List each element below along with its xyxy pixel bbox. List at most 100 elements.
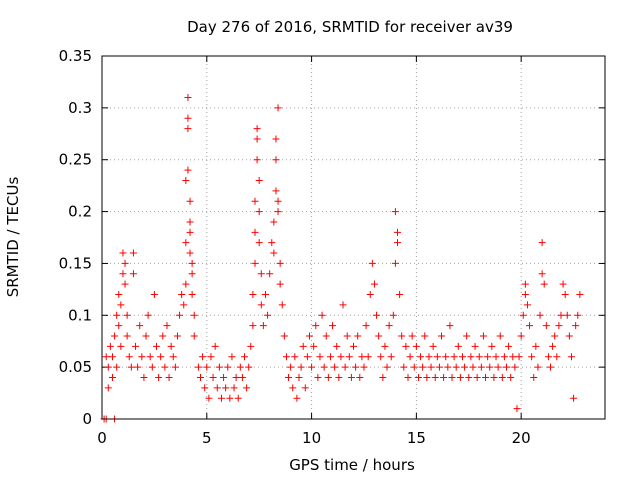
data-point xyxy=(404,374,412,382)
data-point xyxy=(523,301,531,309)
data-point xyxy=(199,353,207,361)
data-point xyxy=(419,363,427,371)
data-point xyxy=(490,374,498,382)
data-point xyxy=(152,342,160,350)
data-point xyxy=(228,353,236,361)
data-point xyxy=(538,239,546,247)
data-point xyxy=(335,374,343,382)
data-point xyxy=(502,363,510,371)
grid-lines xyxy=(102,56,605,419)
data-point xyxy=(385,322,393,330)
data-point xyxy=(471,342,479,350)
data-point xyxy=(251,197,259,205)
data-point xyxy=(368,259,376,267)
data-point xyxy=(387,353,395,361)
data-point xyxy=(538,270,546,278)
data-point xyxy=(517,332,525,340)
data-point xyxy=(322,332,330,340)
data-point xyxy=(236,363,244,371)
data-point xyxy=(337,353,345,361)
data-point xyxy=(144,311,152,319)
data-point xyxy=(161,363,169,371)
data-point xyxy=(276,259,284,267)
data-point xyxy=(414,374,422,382)
data-point xyxy=(245,363,253,371)
data-point xyxy=(186,249,194,257)
data-point xyxy=(176,311,184,319)
data-point xyxy=(312,322,320,330)
data-point xyxy=(572,322,580,330)
data-point xyxy=(482,374,490,382)
data-point xyxy=(232,374,240,382)
data-point xyxy=(190,332,198,340)
data-point xyxy=(297,363,305,371)
data-point xyxy=(203,363,211,371)
data-point xyxy=(454,342,462,350)
data-point xyxy=(121,259,129,267)
data-point xyxy=(461,363,469,371)
data-point xyxy=(274,208,282,216)
data-point xyxy=(115,291,123,299)
data-point xyxy=(165,374,173,382)
data-point xyxy=(417,353,425,361)
data-point xyxy=(270,249,278,257)
data-point xyxy=(498,374,506,382)
data-point xyxy=(326,353,334,361)
data-point xyxy=(129,270,137,278)
data-point xyxy=(513,405,521,413)
x-tick-label: 5 xyxy=(202,429,212,447)
data-point xyxy=(117,301,125,309)
data-point xyxy=(272,135,280,143)
data-point xyxy=(356,374,364,382)
data-point xyxy=(440,374,448,382)
data-point xyxy=(333,342,341,350)
x-tick-labels: 0 5 10 15 20 xyxy=(97,429,530,447)
data-point xyxy=(318,311,326,319)
data-point xyxy=(557,311,565,319)
data-point xyxy=(574,311,582,319)
data-point xyxy=(507,374,515,382)
y-tick-label: 0.05 xyxy=(59,358,92,376)
data-point xyxy=(215,363,223,371)
data-point xyxy=(433,353,441,361)
chart-title: Day 276 of 2016, SRMTID for receiver av3… xyxy=(187,18,513,36)
data-point xyxy=(211,342,219,350)
x-axis-label: GPS time / hours xyxy=(289,456,415,474)
data-point xyxy=(111,332,119,340)
data-point xyxy=(398,332,406,340)
data-point xyxy=(444,363,452,371)
data-point xyxy=(320,363,328,371)
data-point xyxy=(465,374,473,382)
data-point xyxy=(207,353,215,361)
data-point xyxy=(567,353,575,361)
data-point xyxy=(184,125,192,133)
data-point xyxy=(293,394,301,402)
data-point xyxy=(362,322,370,330)
data-point xyxy=(391,208,399,216)
data-point xyxy=(570,394,578,402)
data-point xyxy=(324,374,332,382)
data-point xyxy=(180,301,188,309)
data-point xyxy=(119,249,127,257)
data-point xyxy=(251,259,259,267)
data-point xyxy=(186,197,194,205)
data-point xyxy=(408,332,416,340)
data-point xyxy=(230,384,238,392)
data-point xyxy=(389,311,397,319)
data-point xyxy=(496,332,504,340)
data-point xyxy=(421,332,429,340)
data-point xyxy=(173,332,181,340)
data-point xyxy=(469,363,477,371)
data-point xyxy=(534,363,542,371)
data-point xyxy=(169,353,177,361)
data-point xyxy=(565,332,573,340)
data-point xyxy=(108,353,116,361)
data-point xyxy=(394,228,402,236)
y-tick-label: 0.35 xyxy=(59,47,92,65)
axis-ticks xyxy=(101,55,605,420)
data-point xyxy=(272,156,280,164)
data-point xyxy=(370,280,378,288)
data-point xyxy=(138,353,146,361)
data-point xyxy=(163,322,171,330)
data-point xyxy=(303,353,311,361)
